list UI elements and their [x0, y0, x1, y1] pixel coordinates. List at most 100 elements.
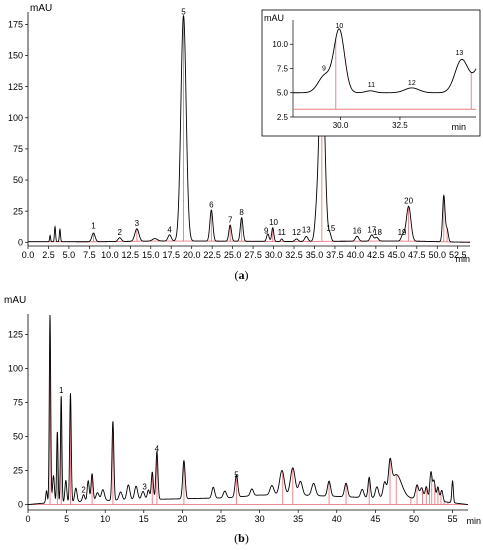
caption-a: (a)	[234, 268, 249, 282]
chart-a-x-tick-label: 27.5	[244, 250, 262, 260]
chart-a-peak-label: 9	[264, 227, 269, 236]
caption-b: (b)	[234, 531, 249, 545]
chart-a-y-tick-label: 100	[8, 113, 23, 123]
chart-b-peak-label: 3	[142, 483, 147, 492]
chart-a-peak-label: 16	[353, 227, 362, 236]
chart-a-y-tick-label: 25	[13, 206, 23, 216]
chart-b-x-tick-label: 35	[293, 514, 303, 524]
chart-b-peak-label: 4	[155, 444, 160, 453]
chart-b-x-tick-label: 5	[64, 514, 69, 524]
chart-b-y-tick-label: 75	[13, 398, 23, 408]
chart-a-x-tick-label: 42.5	[367, 250, 385, 260]
chart-b-peak-label: 1	[59, 386, 64, 395]
caption-a-letter: a	[238, 268, 245, 282]
chart-b-y-tick-label: 50	[13, 432, 23, 442]
chart-a-peak-label: 7	[228, 215, 233, 224]
inset-frame	[261, 9, 481, 137]
chart-b-x-tick-label: 15	[139, 514, 149, 524]
chart-b-y-tick-label: 0	[18, 500, 23, 510]
inset-peak-labels: 9 10 11 12 13	[322, 23, 463, 89]
chart-b-x-tick-label: 55	[448, 514, 458, 524]
chart-a-y-tick-label: 175	[8, 20, 23, 30]
chart-a-peak-label: 17	[367, 225, 376, 234]
chart-a-x-tick-label: 15.0	[142, 250, 160, 260]
chart-a-peak-label: 18	[373, 228, 382, 237]
inset-y-tick-label: 10.0	[272, 40, 288, 49]
chart-a-peak-label: 10	[269, 218, 278, 227]
chart-a-y-tick-label: 50	[13, 175, 23, 185]
chart-a-peak-label: 19	[398, 228, 407, 237]
chart-a-trace	[28, 14, 471, 243]
chart-a-x-tick-label: 30.0	[265, 250, 283, 260]
chart-a-inset: mAU min 30.0 32.5 2.5 5.0 7.5 10.0 9 10 11 12 13	[261, 9, 481, 137]
chart-a-peak-label: 5	[181, 7, 186, 16]
chart-a-x-label: min	[455, 254, 470, 264]
chart-a-y-label: mAU	[30, 3, 52, 14]
chart-b-x-tick-label: 25	[216, 514, 226, 524]
inset-peak-label: 10	[335, 23, 343, 30]
chart-a-peak-label: 2	[117, 228, 122, 237]
inset-peak-label: 9	[322, 65, 326, 72]
chart-a-peak-label: 12	[292, 228, 301, 237]
chromatogram-a: mAU min 0.0 2.5 5.0 7.5 10.0 12.5 15.0 17.5 20.0…	[8, 3, 481, 264]
inset-peak-label: 12	[408, 80, 416, 87]
chromatogram-b: mAU min 0 5 10 15 20 25 30 35 40 45 50 550255075100…	[4, 295, 481, 526]
chart-a-x-tick-label: 0.0	[22, 250, 35, 260]
chart-b-peak-label: 2	[81, 485, 86, 494]
chart-b-x-tick-label: 45	[370, 514, 380, 524]
chart-b-x-tick-label: 10	[100, 514, 110, 524]
chart-a-peak-label: 13	[302, 225, 311, 234]
inset-x-tick-label: 30.0	[333, 121, 349, 130]
chart-b-y-tick-label: 25	[13, 466, 23, 476]
chart-b-x-tick-label: 20	[177, 514, 187, 524]
chart-a-x-tick-label: 47.5	[408, 250, 426, 260]
chart-b-y-tick-label: 125	[8, 330, 23, 340]
chart-a-y-tick-label: 0	[18, 237, 23, 247]
chart-b-x-label: min	[466, 516, 481, 526]
inset-y-tick-label: 5.0	[277, 89, 289, 98]
chart-a-x-tick-label: 2.5	[42, 250, 55, 260]
chart-b-trace	[27, 315, 469, 506]
inset-peak-label: 11	[368, 82, 375, 89]
inset-peak-markers	[335, 38, 472, 110]
chart-b-y-label: mAU	[4, 295, 26, 306]
inset-x-tick-label: 32.5	[392, 121, 408, 130]
chart-a-x-tick-label: 40.0	[347, 250, 365, 260]
chart-a-x-tick-label: 20.0	[183, 250, 201, 260]
chart-a-x-tick-label: 22.5	[203, 250, 221, 260]
chart-a-x-tick-label: 25.0	[224, 250, 242, 260]
inset-y-label: mAU	[264, 13, 284, 23]
chart-a-peak-label: 20	[404, 197, 413, 206]
inset-peak-label: 13	[455, 50, 463, 57]
chart-b-peak-label: 5	[234, 470, 239, 479]
caption-b-letter: b	[238, 531, 245, 545]
chart-b-x-tick-label: 30	[255, 514, 265, 524]
chart-a-x-tick-label: 37.5	[326, 250, 344, 260]
chart-b-x-tick-label: 50	[409, 514, 419, 524]
chart-a-y-tick-label: 75	[13, 144, 23, 154]
chart-b-peak-labels: 1 2 3 4 5	[59, 386, 239, 494]
chart-a-x-tick-label: 35.0	[306, 250, 324, 260]
chart-a-x-tick-label: 52.5	[449, 250, 467, 260]
chart-b-y-tick-label: 100	[8, 364, 23, 374]
chart-a-x-tick-label: 50.0	[428, 250, 446, 260]
inset-x-label: min	[451, 122, 466, 132]
chart-a-y-tick-label: 125	[8, 82, 23, 92]
chart-a-peak-label: 1	[91, 222, 96, 231]
chart-b-x-tick-label: 0	[25, 514, 30, 524]
chart-a-peak-label: 8	[239, 208, 244, 217]
chart-a-x-tick-label: 5.0	[63, 250, 76, 260]
inset-ticks: 30.0 32.5 2.5 5.0 7.5 10.0	[272, 40, 408, 130]
chart-a-peak-label: 3	[135, 219, 140, 228]
chart-a-x-tick-label: 7.5	[83, 250, 96, 260]
chart-a-x-tick-label: 32.5	[285, 250, 303, 260]
chart-a-peak-label: 4	[167, 225, 172, 234]
chart-a-x-tick-label: 12.5	[122, 250, 140, 260]
inset-trace	[293, 28, 477, 94]
chart-b-x-tick-label: 40	[332, 514, 342, 524]
chart-a-peak-label: 6	[209, 200, 214, 209]
chart-a-y-tick-label: 150	[8, 51, 23, 61]
chart-a-ticks: 0.0 2.5 5.0 7.5 10.0 12.5 15.0 17.5 20.0 22.5 25.0…	[8, 20, 467, 260]
